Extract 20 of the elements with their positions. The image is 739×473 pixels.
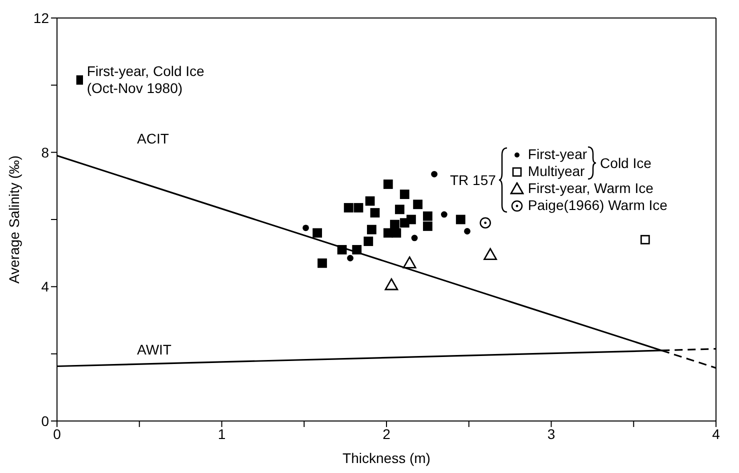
y-tick-label: 4 <box>41 278 50 295</box>
annotation: TR 157 <box>450 172 496 188</box>
y-tick-label: 0 <box>41 412 50 429</box>
legend-label: Paige(1966) Warm Ice <box>528 197 668 214</box>
x-tick-label: 2 <box>382 426 391 442</box>
text: ACIT <box>137 130 170 147</box>
x-axis-title: Thickness (m) <box>342 450 430 466</box>
series-label: AWIT <box>137 341 172 358</box>
legend-label: First-year, Warm Ice <box>528 180 654 197</box>
y-tick-label: 8 <box>41 144 50 160</box>
annotation: Cold Ice <box>600 155 652 171</box>
legend-label: First-year, Cold Ice (Oct-Nov 1980) <box>86 63 206 97</box>
y-tick-label: 12 <box>33 10 50 26</box>
x-tick-label: 1 <box>218 426 226 442</box>
x-tick-label: 3 <box>547 426 556 442</box>
x-tick-label: 0 <box>53 426 62 442</box>
legend-label: First-year <box>528 146 588 163</box>
legend-label: Multiyear <box>528 163 585 180</box>
x-tick-label: 4 <box>712 426 720 442</box>
y-axis-title: Average Salinity (‰) <box>6 155 22 284</box>
